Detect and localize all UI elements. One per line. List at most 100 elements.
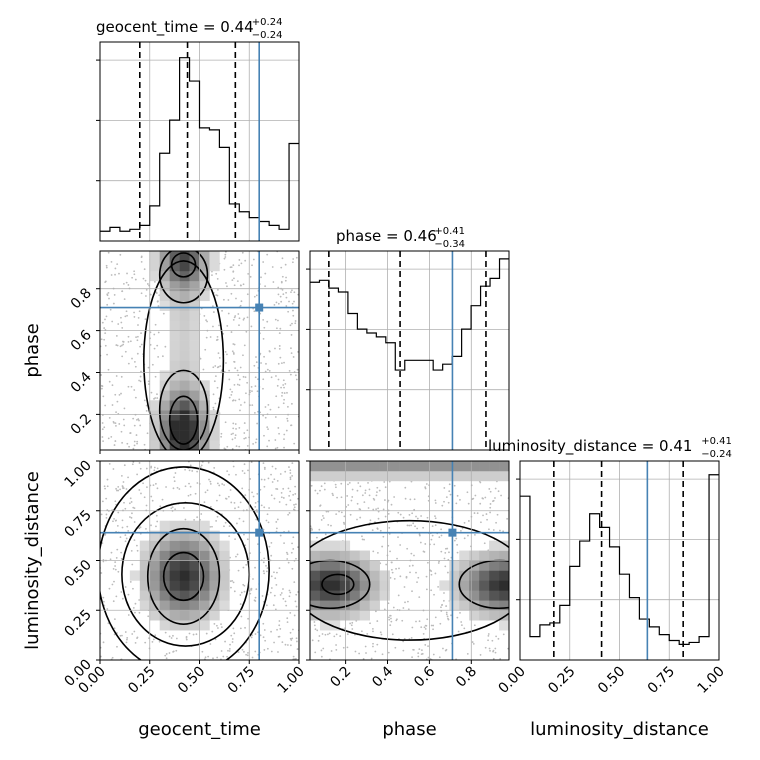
sample-point <box>165 653 168 655</box>
sample-point <box>114 273 116 276</box>
sample-point <box>320 519 323 521</box>
sample-point <box>256 492 259 495</box>
sample-point <box>254 501 257 504</box>
sample-point <box>106 608 109 610</box>
density-cell <box>339 550 351 561</box>
sample-point <box>133 539 136 542</box>
density-cell <box>179 400 190 411</box>
density-cell <box>149 260 160 272</box>
sample-point <box>143 443 146 446</box>
sample-point <box>390 561 393 564</box>
title-minus: −0.34 <box>434 239 465 250</box>
sample-point <box>234 507 236 510</box>
sample-point <box>126 314 128 317</box>
sample-point <box>284 600 287 603</box>
panel-content <box>100 461 299 660</box>
sample-point <box>237 651 240 654</box>
sample-point <box>101 422 104 424</box>
sample-point <box>494 497 496 499</box>
density-cell <box>159 520 170 531</box>
sample-point <box>351 621 354 624</box>
sample-point <box>119 253 122 256</box>
sample-point <box>285 291 287 294</box>
sample-point <box>156 520 159 523</box>
sample-point <box>426 618 429 621</box>
sample-point <box>371 627 374 630</box>
sample-point <box>276 384 279 387</box>
sample-point <box>285 604 288 607</box>
sample-point <box>229 489 232 491</box>
sample-point <box>102 641 105 644</box>
sample-point <box>209 483 212 485</box>
sample-point <box>379 529 382 532</box>
sample-point <box>262 561 265 564</box>
sample-point <box>187 494 190 497</box>
sample-point <box>407 608 410 611</box>
sample-point <box>274 439 277 441</box>
sample-point <box>125 641 128 644</box>
sample-point <box>381 653 384 656</box>
sample-point <box>324 533 327 536</box>
sample-point <box>281 257 284 260</box>
density-cell <box>199 560 210 571</box>
sample-point <box>492 529 495 531</box>
sample-point <box>230 501 233 504</box>
x-tick-label: 0.50 <box>175 664 208 697</box>
sample-point <box>116 489 118 492</box>
density-cell <box>310 470 321 482</box>
sample-point <box>291 261 294 264</box>
density-cell <box>359 560 370 571</box>
sample-point <box>270 541 273 544</box>
sample-point <box>133 311 135 314</box>
sample-point <box>445 605 448 607</box>
density-cell <box>159 280 170 292</box>
sample-point <box>277 362 280 365</box>
sample-point <box>154 375 157 378</box>
sample-point <box>124 540 127 543</box>
sample-point <box>225 282 227 284</box>
sample-point <box>381 545 384 548</box>
sample-point <box>235 445 238 447</box>
sample-point <box>105 315 108 318</box>
title-minus: −0.24 <box>252 30 283 41</box>
sample-point <box>425 483 428 485</box>
sample-point <box>115 411 117 414</box>
density-cell <box>499 610 509 621</box>
sample-point <box>364 645 367 648</box>
density-cell <box>159 620 170 631</box>
sample-point <box>122 282 125 285</box>
sample-point <box>106 303 109 306</box>
sample-point <box>104 534 106 536</box>
density-cell <box>479 570 490 581</box>
sample-point <box>259 634 262 637</box>
sample-point <box>364 489 367 492</box>
sample-point <box>118 394 121 396</box>
sample-point <box>262 378 265 381</box>
sample-point <box>128 445 130 448</box>
sample-point <box>134 365 137 368</box>
density-cell <box>310 580 321 591</box>
density-cell <box>489 470 500 482</box>
density-cell <box>499 560 509 571</box>
sample-point <box>131 633 134 635</box>
truth-marker <box>255 528 264 537</box>
sample-point <box>111 384 114 387</box>
density-cell <box>209 550 220 561</box>
sample-point <box>122 418 125 421</box>
sample-point <box>434 502 437 504</box>
density-cell <box>139 580 151 591</box>
sample-point <box>147 380 150 383</box>
sample-point <box>233 632 236 635</box>
sample-point <box>143 399 146 402</box>
sample-point <box>217 352 220 355</box>
sample-point <box>120 591 123 593</box>
sample-point <box>121 441 124 444</box>
density-cell <box>499 580 509 591</box>
density-cell <box>319 620 331 631</box>
sample-point <box>384 515 387 518</box>
sample-point <box>497 637 500 640</box>
sample-point <box>471 641 474 643</box>
density-cell <box>169 520 180 531</box>
sample-point <box>403 586 406 588</box>
title-plus: +0.41 <box>434 226 465 237</box>
